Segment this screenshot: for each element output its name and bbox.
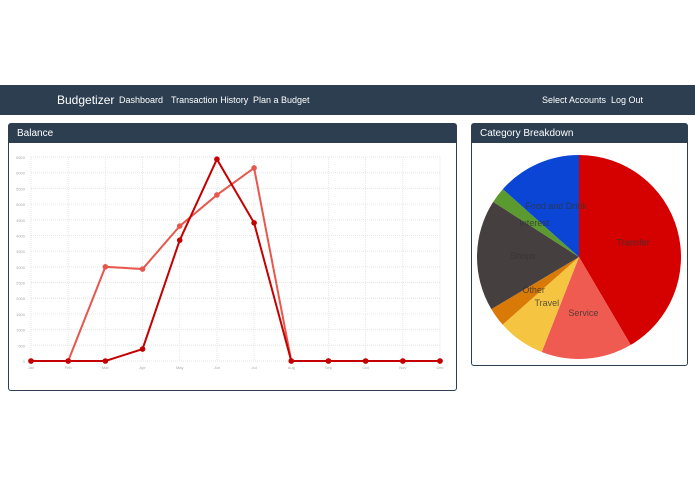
pie-slice-travel <box>502 257 579 352</box>
data-point <box>28 358 34 364</box>
x-tick-label: Feb <box>65 365 73 370</box>
series-line-0 <box>31 166 440 362</box>
pie-slice-transfer <box>579 155 681 345</box>
nav-transaction-history[interactable]: Transaction History <box>171 95 249 105</box>
balance-title: Balance <box>9 124 456 143</box>
balance-panel: Balance 0 500 1000 1500 2000 2500 3000 3500 4000… <box>8 123 457 391</box>
y-tick-label: 2500 <box>16 281 26 286</box>
pie-slice-shops <box>477 201 579 310</box>
data-point <box>139 266 146 272</box>
pie-label: Service <box>568 308 598 318</box>
data-point <box>102 264 109 270</box>
y-tick-label: 500 <box>18 343 25 348</box>
data-point <box>139 346 146 352</box>
balance-line-chart: 0 500 1000 1500 2000 2500 3000 3500 4000 4500 5000… <box>16 155 443 370</box>
pie-label: Shops <box>510 251 536 261</box>
data-point <box>325 358 332 364</box>
y-tick-label: 6000 <box>16 171 26 176</box>
y-tick-label: 0 <box>23 359 26 364</box>
pie-label: Transfer <box>617 237 650 247</box>
pie-slice-interest <box>493 189 579 257</box>
navbar: Budgetizer Dashboard Transaction History… <box>0 85 695 115</box>
data-point <box>65 358 71 364</box>
x-tick-label: Jul <box>252 365 257 370</box>
x-tick-label: Aug <box>288 365 295 370</box>
series-line-1 <box>31 157 440 362</box>
data-point <box>102 358 109 364</box>
x-tick-label: Apr <box>139 365 146 370</box>
data-point <box>362 358 369 364</box>
y-tick-label: 3000 <box>16 265 26 270</box>
nav-dashboard[interactable]: Dashboard <box>119 95 164 105</box>
data-point <box>437 358 443 364</box>
pie-label: Interest <box>519 218 550 228</box>
y-tick-label: 4000 <box>16 233 26 238</box>
pie-slice-service <box>541 257 631 359</box>
data-point <box>251 165 257 171</box>
pie-label: Travel <box>535 298 560 308</box>
y-tick-label: 6500 <box>16 155 26 160</box>
data-point <box>288 358 295 364</box>
pie-label: Other <box>522 285 545 295</box>
x-tick-label: May <box>176 365 184 370</box>
nav-plan-budget[interactable]: Plan a Budget <box>253 95 310 105</box>
data-point <box>176 223 183 229</box>
y-tick-label: 1000 <box>16 328 26 333</box>
x-tick-label: Mar <box>102 365 110 370</box>
category-title: Category Breakdown <box>472 124 687 143</box>
y-tick-label: 4500 <box>16 218 26 223</box>
nav-log-out[interactable]: Log Out <box>611 95 644 105</box>
brand-link[interactable]: Budgetizer <box>57 93 115 107</box>
x-tick-label: Dec <box>436 365 443 370</box>
data-point <box>400 358 406 364</box>
data-point <box>251 220 257 226</box>
x-tick-label: Oct <box>363 365 370 370</box>
x-tick-label: Sep <box>325 365 333 370</box>
x-tick-label: Jan <box>28 365 34 370</box>
x-tick-label: Jun <box>214 365 220 370</box>
category-pie-chart: Transfer Service Travel Other Shops Interest F… <box>477 155 681 359</box>
data-point <box>176 237 183 243</box>
data-point <box>214 192 220 198</box>
data-point <box>214 156 220 162</box>
y-tick-label: 5500 <box>16 186 26 191</box>
y-tick-label: 2000 <box>16 296 26 301</box>
pie-slice-food-and-drink <box>502 155 579 257</box>
x-tick-label: Nov <box>399 365 406 370</box>
pie-label: Food and Drink <box>525 201 587 211</box>
y-tick-label: 5000 <box>16 202 26 207</box>
pie-slice-other <box>491 257 579 325</box>
y-tick-label: 3500 <box>16 249 26 254</box>
category-panel: Category Breakdown Transfer Service Travel… <box>471 123 688 366</box>
nav-select-accounts[interactable]: Select Accounts <box>542 95 607 105</box>
y-tick-label: 1500 <box>16 312 26 317</box>
